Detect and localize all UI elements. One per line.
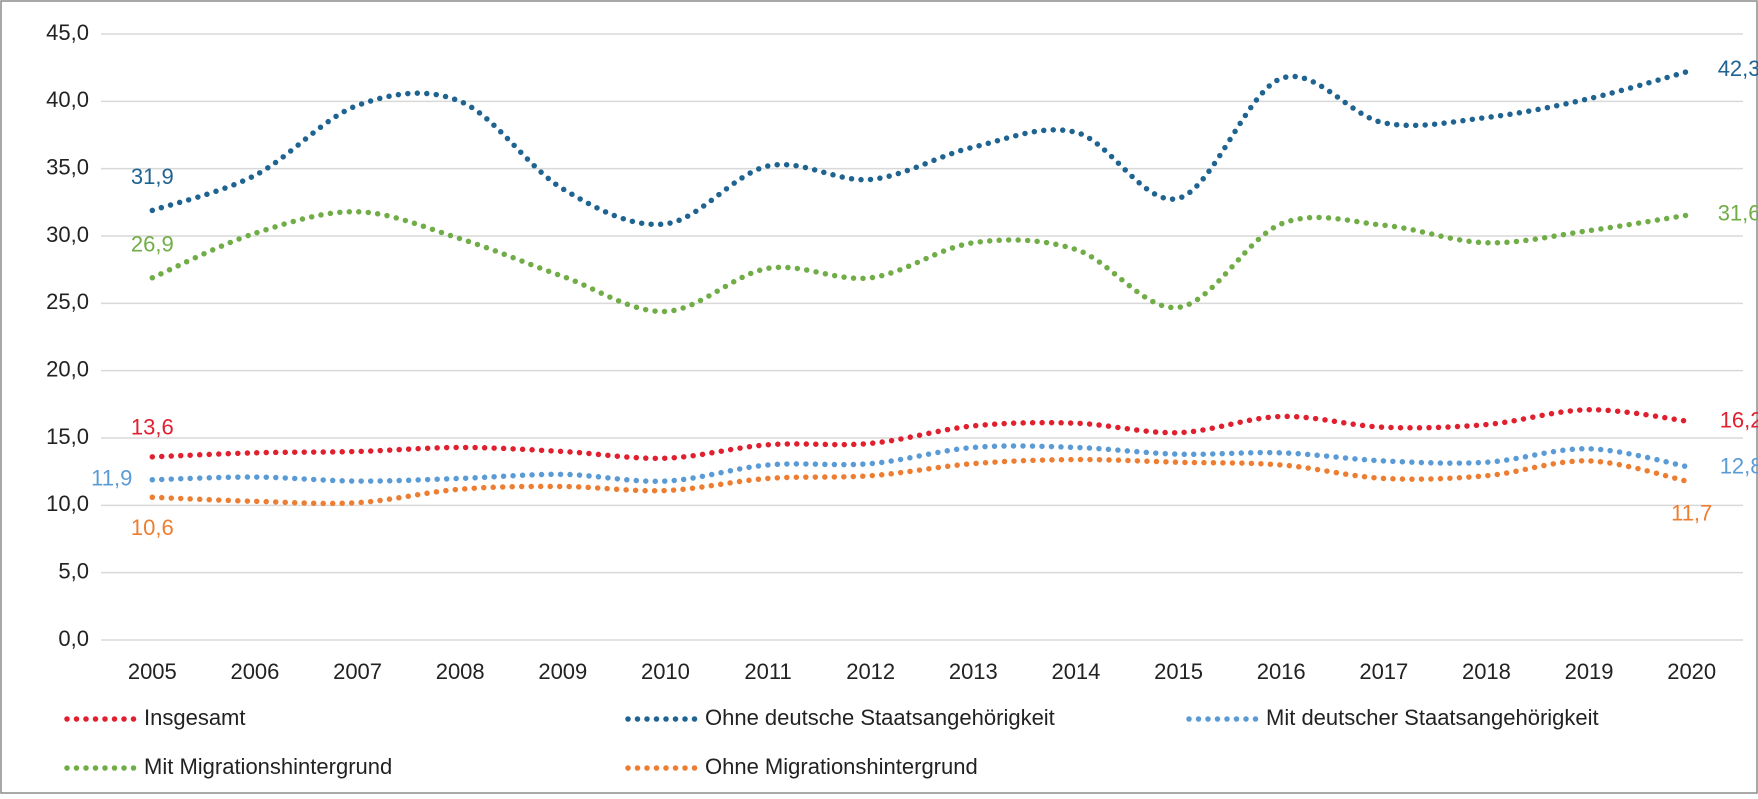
x-tick-label: 2020	[1667, 659, 1716, 684]
data-label: 13,6	[131, 415, 174, 440]
data-label: 11,7	[1671, 500, 1712, 525]
y-tick-label: 10,0	[46, 491, 89, 516]
y-tick-label: 40,0	[46, 87, 89, 112]
y-tick-label: 30,0	[46, 222, 89, 247]
x-tick-label: 2016	[1257, 659, 1306, 684]
legend-label: Mit deutscher Staatsangehörigkeit	[1266, 705, 1599, 730]
x-tick-label: 2012	[846, 659, 895, 684]
y-tick-label: 45,0	[46, 20, 89, 45]
lines	[149, 67, 1695, 507]
data-label: 11,9	[91, 466, 132, 491]
x-tick-label: 2013	[949, 659, 998, 684]
legend: Insgesamt Ohne deutsche Staatsangehörigke…	[64, 705, 1599, 779]
y-tick-label: 5,0	[58, 558, 89, 583]
legend-label: Mit Migrationshintergrund	[144, 754, 392, 779]
y-tick-label: 35,0	[46, 154, 89, 179]
x-tick-label: 2009	[538, 659, 587, 684]
x-tick-label: 2011	[744, 659, 791, 684]
y-tick-label: 25,0	[46, 289, 89, 314]
x-tick-label: 2010	[641, 659, 690, 684]
x-tick-label: 2007	[333, 659, 382, 684]
grid	[101, 33, 1743, 641]
series-line	[149, 406, 1695, 462]
data-label: 42,3	[1718, 56, 1758, 81]
x-tick-label: 2008	[436, 659, 485, 684]
x-tick-label: 2006	[230, 659, 279, 684]
data-label: 16,2	[1720, 408, 1758, 433]
series-line	[149, 456, 1695, 507]
x-tick-label: 2015	[1154, 659, 1203, 684]
x-tick-label: 2005	[128, 659, 177, 684]
y-tick-label: 20,0	[46, 356, 89, 381]
legend-label: Insgesamt	[144, 705, 246, 730]
x-tick-label: 2019	[1565, 659, 1614, 684]
x-tick-label: 2017	[1359, 659, 1408, 684]
data-label: 12,8	[1720, 453, 1758, 478]
data-label: 10,6	[131, 515, 174, 540]
data-label: 26,9	[131, 232, 174, 257]
legend-label: Ohne Migrationshintergrund	[705, 754, 978, 779]
y-tick-label: 0,0	[58, 626, 89, 651]
data-label: 31,9	[131, 164, 174, 189]
labels: 0,0 5,0 10,0 15,0 20,0 25,0 30,0 35,0 40,0 45,0 20…	[46, 20, 1758, 684]
series-line	[149, 67, 1695, 228]
x-tick-label: 2014	[1051, 659, 1100, 684]
x-tick-label: 2018	[1462, 659, 1511, 684]
series-line	[149, 209, 1695, 315]
y-tick-label: 15,0	[46, 424, 89, 449]
series-line	[149, 443, 1695, 485]
legend-label: Ohne deutsche Staatsangehörigkeit	[705, 705, 1055, 730]
data-label: 31,6	[1718, 200, 1758, 225]
